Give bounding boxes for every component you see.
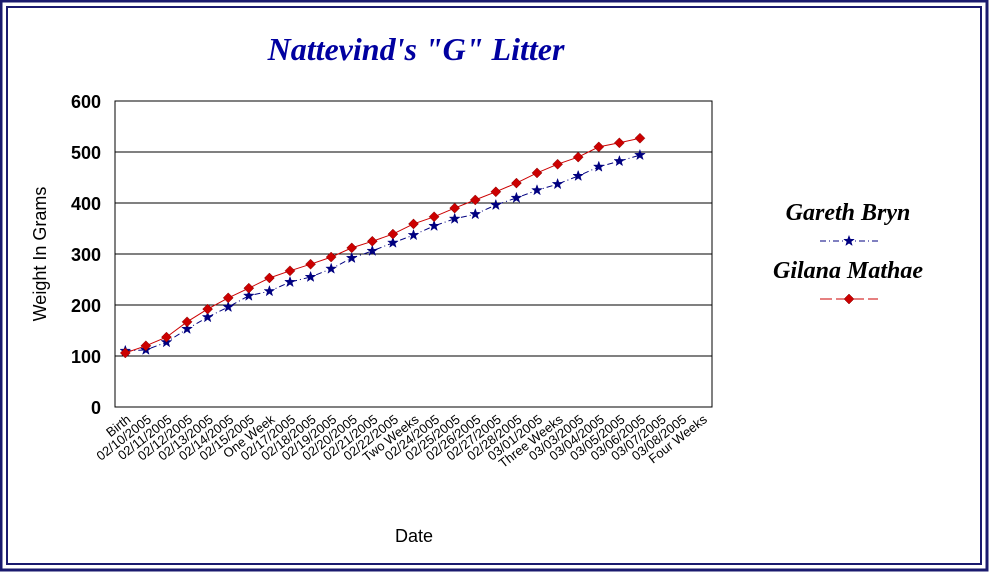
data-point bbox=[119, 347, 131, 359]
data-point bbox=[202, 303, 213, 315]
data-point bbox=[366, 235, 378, 247]
data-point bbox=[366, 244, 379, 257]
data-point bbox=[264, 272, 275, 284]
data-point bbox=[304, 270, 317, 283]
y-tick-label: 300 bbox=[71, 245, 101, 265]
data-point bbox=[305, 258, 316, 270]
data-point bbox=[222, 300, 235, 313]
y-tick-label: 600 bbox=[71, 92, 101, 112]
legend-label: Gareth Bryn bbox=[786, 200, 911, 226]
y-axis-label: Weight In Grams bbox=[30, 187, 50, 322]
data-point bbox=[284, 275, 296, 288]
data-point bbox=[511, 177, 522, 189]
data-point bbox=[243, 282, 255, 294]
data-point bbox=[181, 322, 194, 335]
data-point bbox=[222, 292, 234, 304]
data-point bbox=[614, 137, 625, 149]
data-point bbox=[613, 154, 626, 167]
x-axis-label: Date bbox=[395, 526, 433, 546]
data-point bbox=[387, 228, 399, 240]
data-point bbox=[633, 148, 646, 161]
legend-marker bbox=[843, 293, 855, 305]
data-point bbox=[469, 207, 482, 220]
data-point bbox=[325, 251, 337, 263]
data-point bbox=[593, 141, 605, 153]
legend-marker bbox=[843, 234, 855, 247]
data-point bbox=[551, 177, 564, 190]
data-point bbox=[428, 211, 440, 223]
data-point bbox=[531, 167, 543, 179]
data-point bbox=[448, 212, 461, 224]
data-point bbox=[263, 284, 276, 297]
data-point bbox=[469, 194, 481, 206]
data-point bbox=[510, 191, 523, 203]
data-point bbox=[325, 262, 338, 274]
data-point bbox=[634, 132, 646, 144]
data-point bbox=[386, 236, 399, 248]
y-tick-label: 100 bbox=[71, 347, 101, 367]
data-point bbox=[140, 340, 152, 352]
y-tick-label: 200 bbox=[71, 296, 101, 316]
data-point bbox=[345, 251, 358, 264]
data-point bbox=[284, 265, 296, 277]
data-point bbox=[181, 316, 193, 328]
data-point bbox=[489, 198, 502, 211]
data-point bbox=[592, 160, 605, 172]
data-point bbox=[572, 151, 584, 163]
data-point bbox=[346, 242, 358, 254]
data-point bbox=[201, 310, 214, 323]
data-point bbox=[572, 169, 585, 182]
inner-frame bbox=[6, 6, 982, 565]
y-tick-label: 0 bbox=[91, 398, 101, 418]
data-point bbox=[490, 186, 502, 198]
data-point bbox=[531, 184, 543, 196]
data-point bbox=[428, 219, 441, 232]
data-point bbox=[449, 202, 461, 214]
data-point bbox=[242, 289, 255, 301]
y-tick-label: 500 bbox=[71, 143, 101, 163]
data-point bbox=[552, 158, 563, 170]
chart-title: Nattevind's "G" Litter bbox=[267, 31, 565, 67]
data-point bbox=[407, 228, 420, 241]
legend-label: Gilana Mathae bbox=[773, 258, 923, 284]
data-point bbox=[161, 331, 172, 343]
data-point bbox=[408, 218, 419, 230]
y-tick-label: 400 bbox=[71, 194, 101, 214]
